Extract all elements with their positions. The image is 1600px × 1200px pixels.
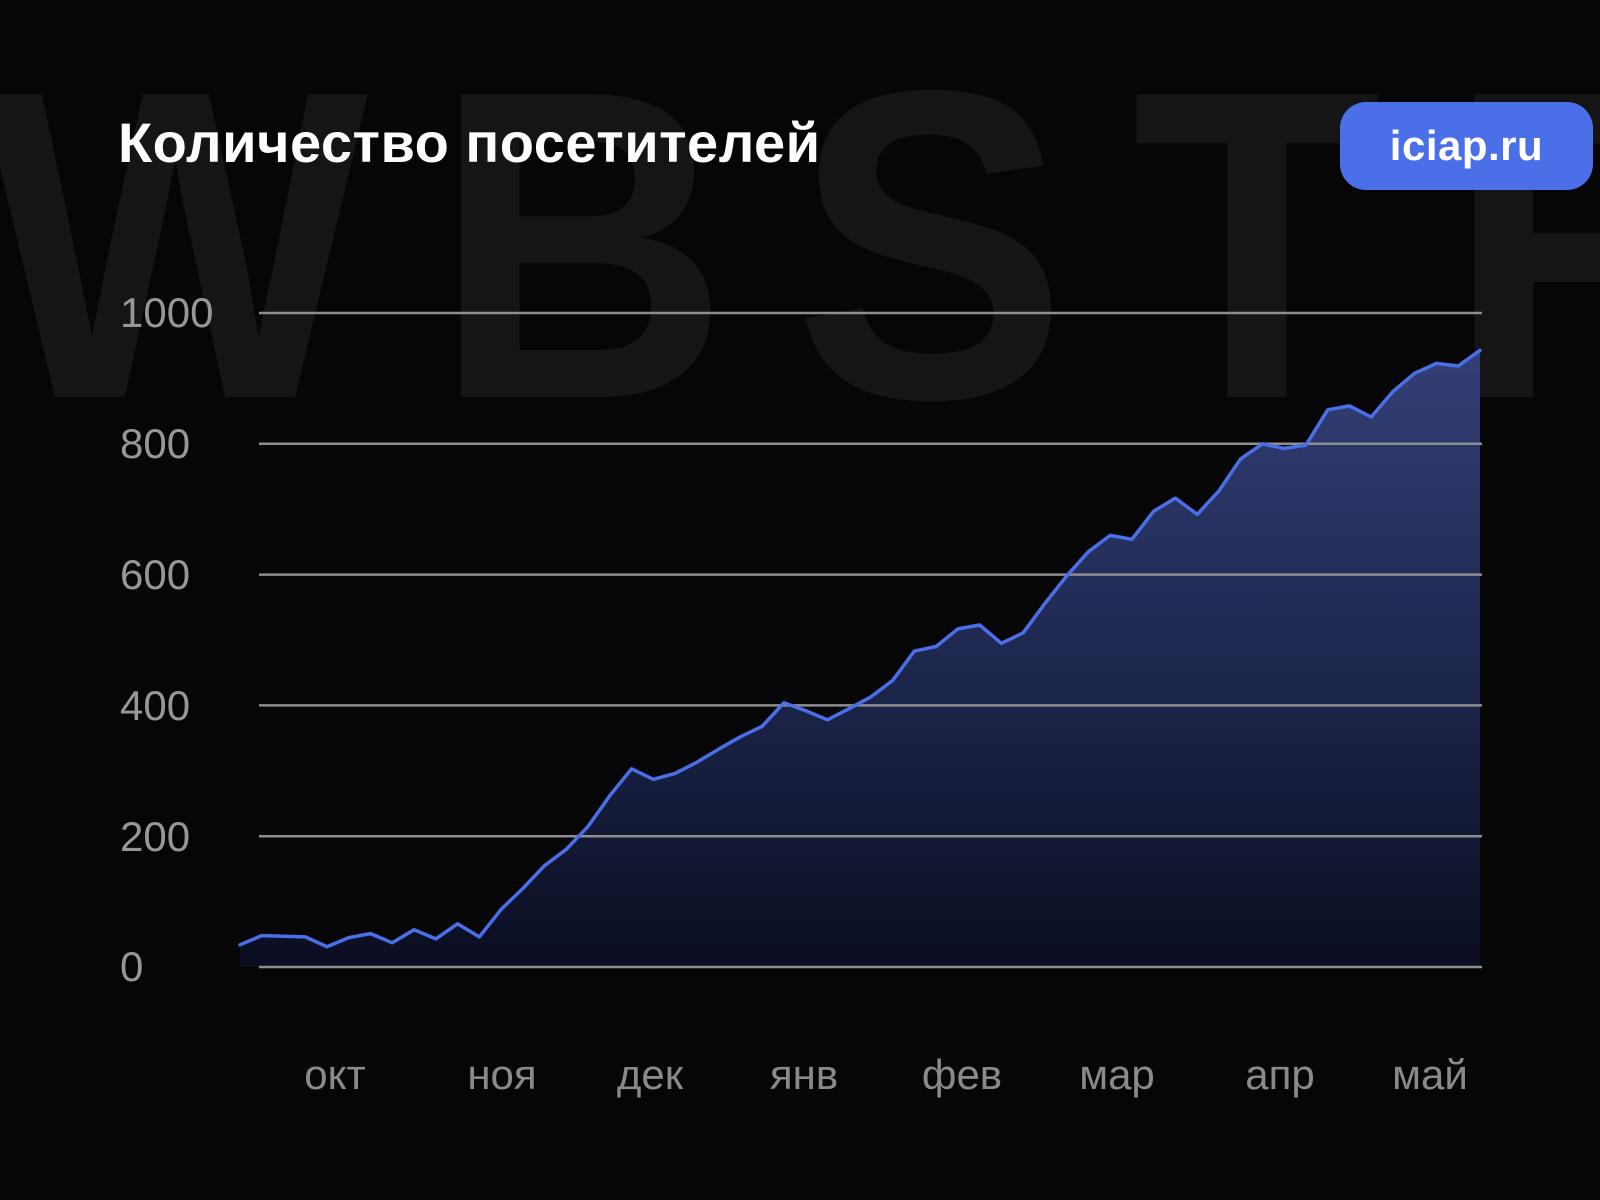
page-title: Количество посетителей: [118, 111, 821, 174]
gridlines: [259, 311, 1482, 969]
x-axis-label-nov: ноя: [467, 1051, 537, 1098]
trend-line: [238, 348, 1482, 949]
x-axis-label-apr: апр: [1245, 1051, 1315, 1098]
x-axis-label-mar: мар: [1079, 1051, 1155, 1098]
y-axis-label: 800: [120, 420, 191, 467]
x-axis-label-feb: фев: [921, 1051, 1003, 1098]
watermark-text: WBSTR: [0, 0, 1600, 491]
site-badge[interactable]: iciap.ru: [1340, 102, 1593, 190]
y-axis-label: 1000: [120, 289, 214, 336]
x-axis-label-oct: окт: [304, 1051, 366, 1098]
x-axis-label-jan: янв: [769, 1051, 839, 1098]
y-axis-label: 0: [120, 943, 144, 990]
area-fill: [240, 350, 1480, 967]
x-axis-label-dec: дек: [616, 1051, 684, 1098]
site-badge-label: iciap.ru: [1389, 122, 1544, 169]
x-axis-label-may: май: [1392, 1051, 1468, 1098]
y-axis-label: 200: [120, 813, 191, 860]
y-axis-label: 400: [120, 682, 191, 729]
y-axis-label: 600: [120, 551, 191, 598]
